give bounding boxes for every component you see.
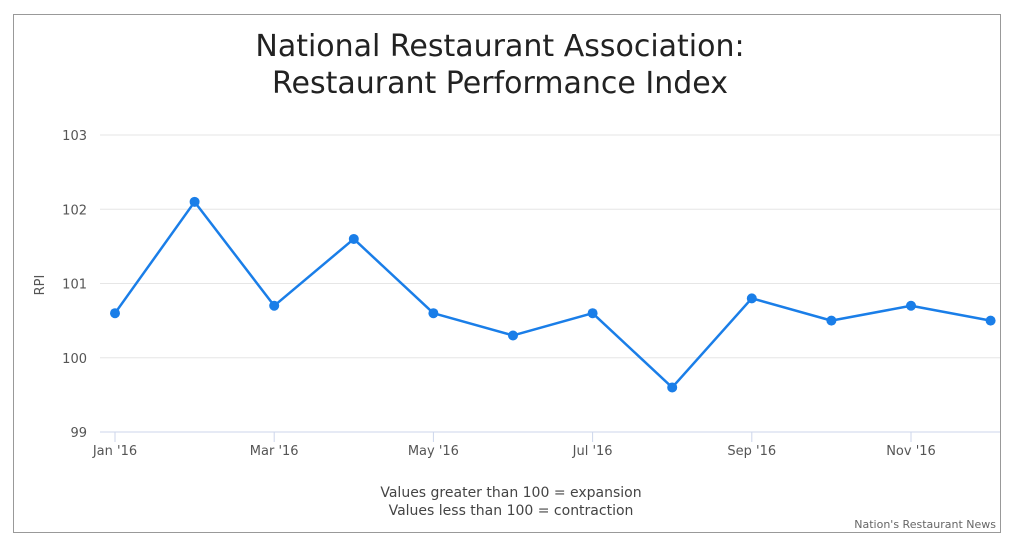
credit-label: Nation's Restaurant News [854,518,996,531]
data-point [189,196,200,207]
series-layer [110,196,996,393]
data-point [348,233,359,244]
chart-title-line-1: National Restaurant Association: [255,29,744,64]
data-point [906,300,916,311]
data-point [985,315,996,326]
series-line [113,200,991,389]
y-tick-label: 103 [62,129,87,144]
data-point [428,308,439,319]
y-tick-label: 101 [62,278,87,293]
y-tick-label: 100 [62,352,87,367]
data-point [826,315,837,326]
data-point [508,330,518,341]
x-tick-label: Sep '16 [727,444,776,459]
x-tick-label: Jan '16 [92,444,137,459]
x-tick-label: May '16 [408,444,459,459]
chart-frame: National Restaurant Association: Restaur… [13,14,1001,533]
data-point [746,293,757,304]
chart: National Restaurant Association: Restaur… [33,29,1000,531]
note-contraction: Values less than 100 = contraction [389,503,634,519]
data-point [269,300,280,311]
x-tick-label: Mar '16 [250,444,299,459]
y-tick-label: 102 [62,203,87,218]
x-tick-label: Jul '16 [572,444,613,459]
y-axis-title: RPI [33,275,48,296]
data-point [667,382,678,393]
data-point [587,308,598,319]
chart-title-line-2: Restaurant Performance Index [272,66,728,101]
grid-layer [100,134,1000,359]
x-tick-label: Nov '16 [886,444,936,459]
axis-layer: 99 100 101 102 103 Jan '16 Mar '16 May '16 Jul '… [62,129,1000,459]
y-tick-label: 99 [70,426,87,441]
note-expansion: Values greater than 100 = expansion [380,485,641,501]
data-point [110,308,120,319]
